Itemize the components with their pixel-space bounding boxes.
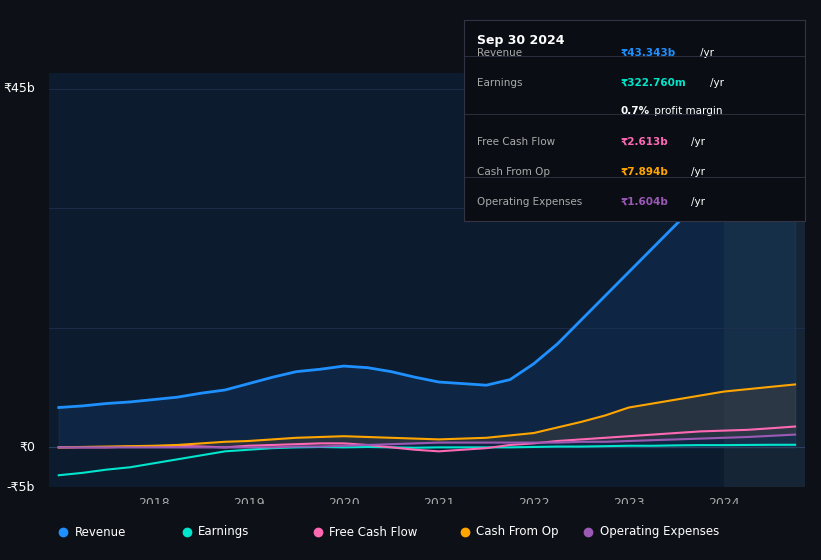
Text: Operating Expenses: Operating Expenses bbox=[478, 197, 583, 207]
Text: /yr: /yr bbox=[700, 48, 714, 58]
Text: ₹45b: ₹45b bbox=[3, 82, 35, 95]
Text: Operating Expenses: Operating Expenses bbox=[599, 525, 719, 539]
Text: ₹7.894b: ₹7.894b bbox=[621, 167, 668, 177]
Text: ₹2.613b: ₹2.613b bbox=[621, 137, 668, 147]
Text: profit margin: profit margin bbox=[651, 106, 722, 116]
Text: Free Cash Flow: Free Cash Flow bbox=[478, 137, 556, 147]
Text: ₹0: ₹0 bbox=[19, 441, 35, 454]
Text: 0.7%: 0.7% bbox=[621, 106, 649, 116]
Text: /yr: /yr bbox=[710, 78, 724, 88]
Text: Revenue: Revenue bbox=[75, 525, 126, 539]
Text: Cash From Op: Cash From Op bbox=[478, 167, 551, 177]
Text: Revenue: Revenue bbox=[478, 48, 523, 58]
Text: Earnings: Earnings bbox=[199, 525, 250, 539]
Text: Free Cash Flow: Free Cash Flow bbox=[329, 525, 418, 539]
Text: -₹5b: -₹5b bbox=[7, 480, 35, 494]
Text: ₹43.343b: ₹43.343b bbox=[621, 48, 676, 58]
Text: ₹322.760m: ₹322.760m bbox=[621, 78, 686, 88]
Text: /yr: /yr bbox=[690, 197, 704, 207]
Text: /yr: /yr bbox=[690, 167, 704, 177]
Text: ₹1.604b: ₹1.604b bbox=[621, 197, 668, 207]
Text: /yr: /yr bbox=[690, 137, 704, 147]
Text: Earnings: Earnings bbox=[478, 78, 523, 88]
Bar bbox=[724, 73, 810, 487]
Text: Sep 30 2024: Sep 30 2024 bbox=[478, 34, 565, 46]
Text: Cash From Op: Cash From Op bbox=[476, 525, 558, 539]
